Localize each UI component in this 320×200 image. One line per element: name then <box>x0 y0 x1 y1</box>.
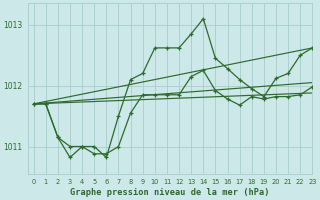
X-axis label: Graphe pression niveau de la mer (hPa): Graphe pression niveau de la mer (hPa) <box>70 188 270 197</box>
